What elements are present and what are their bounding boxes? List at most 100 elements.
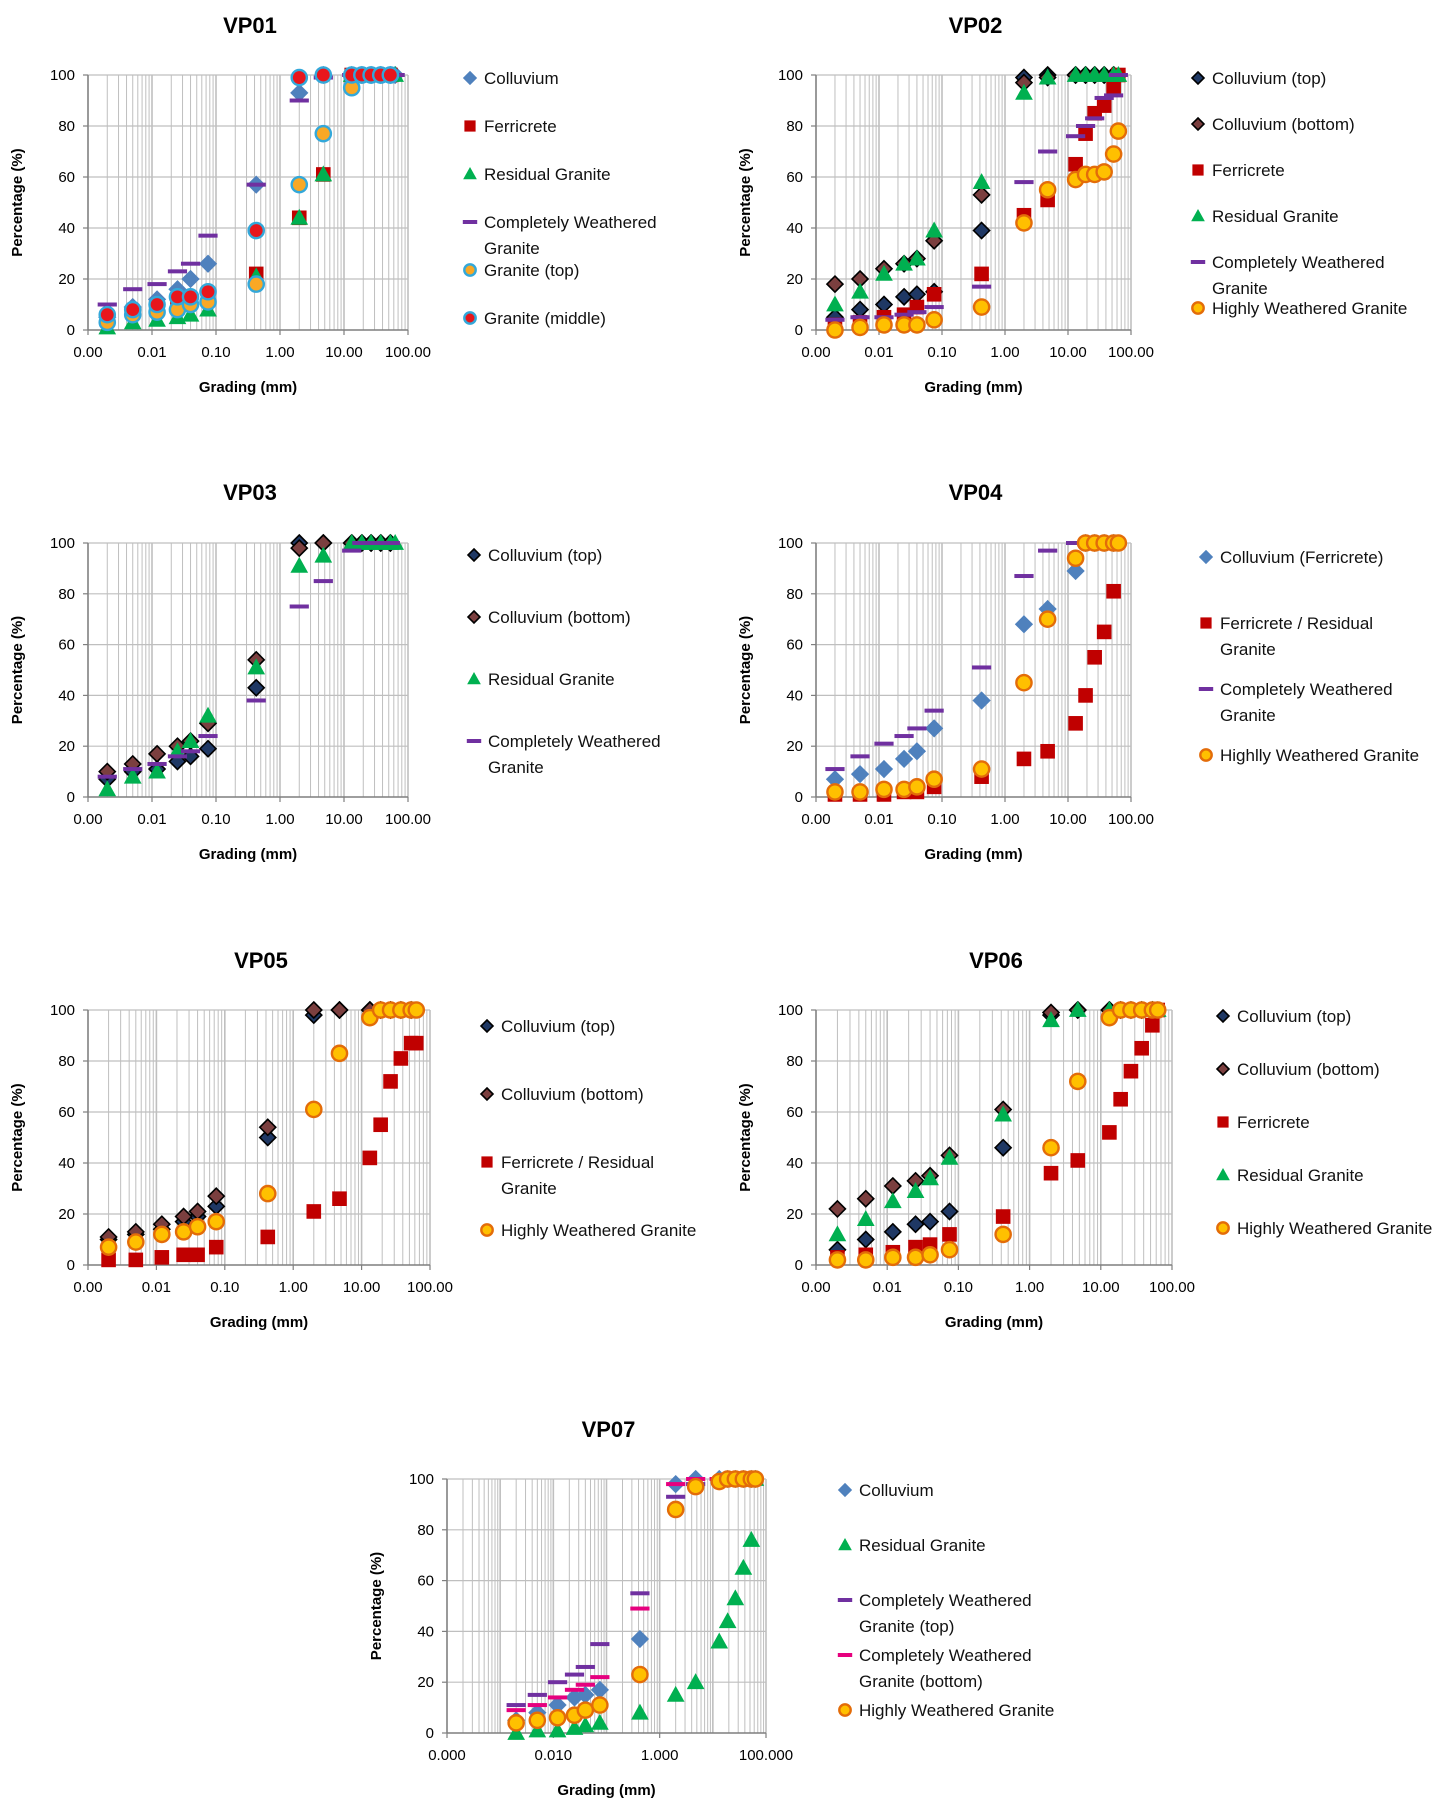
- data-point: [972, 221, 991, 240]
- data-point: [153, 1225, 171, 1244]
- data-point: [393, 1051, 409, 1066]
- legend-label: Colluvium (top): [501, 1017, 615, 1036]
- series-residual-granite: [507, 1469, 765, 1740]
- data-point: [361, 541, 381, 545]
- data-point: [1148, 1001, 1167, 1019]
- series-colluvium: [507, 1469, 765, 1730]
- legend-marker: [1190, 70, 1206, 86]
- data-point: [1043, 1165, 1059, 1181]
- x-tick-label: 100.00: [385, 811, 431, 828]
- legend: Colluvium (Ferricrete) Ferricrete / Resid…: [1198, 548, 1419, 765]
- x-tick-label: 0.10: [201, 344, 230, 361]
- legend-label: Granite (top): [484, 261, 579, 280]
- y-axis-label: Percentage (%): [9, 616, 26, 724]
- series-highly-weathered-granite: [826, 122, 1128, 339]
- legend-marker: [479, 1086, 495, 1102]
- gridlines: [815, 1009, 1173, 1265]
- data-point: [1102, 1125, 1117, 1140]
- y-tick-label: 0: [426, 1725, 434, 1742]
- data-point: [371, 541, 391, 545]
- legend-marker: [1216, 1167, 1230, 1181]
- data-point: [99, 1238, 118, 1256]
- legend-marker: [463, 263, 477, 277]
- data-point: [314, 66, 333, 84]
- data-point: [199, 282, 217, 301]
- data-point: [1087, 650, 1102, 665]
- data-point: [994, 1225, 1012, 1244]
- data-point: [631, 1665, 649, 1684]
- legend: Colluvium Residual Granite Completely Weat…: [837, 1481, 1054, 1720]
- data-point: [1068, 1072, 1087, 1091]
- legend: Colluvium Ferricrete Residual Granite Compl…: [462, 69, 657, 328]
- legend-marker: [1216, 1221, 1230, 1235]
- data-point: [290, 68, 309, 87]
- legend-marker: [467, 671, 481, 685]
- data-point: [247, 221, 266, 240]
- legend-marker: [466, 609, 482, 625]
- gridlines: [446, 1478, 767, 1733]
- legend-label: Colluvium: [484, 69, 559, 88]
- data-point: [198, 233, 218, 238]
- data-point: [972, 691, 991, 710]
- data-point: [894, 734, 914, 739]
- data-point: [575, 1664, 595, 1669]
- legend-label: Colluvium (bottom): [501, 1085, 644, 1104]
- gridlines: [87, 74, 409, 330]
- y-tick-label: 80: [417, 1522, 434, 1539]
- data-point: [332, 1191, 347, 1207]
- y-tick-label: 100: [50, 535, 75, 552]
- data-point: [828, 1199, 847, 1219]
- data-point: [258, 1118, 277, 1137]
- data-point: [851, 282, 869, 299]
- data-point: [1096, 98, 1112, 113]
- legend-label: Highlly Weathered Granite: [1220, 746, 1419, 765]
- data-point: [974, 266, 989, 282]
- data-point: [971, 665, 992, 670]
- data-point: [127, 1233, 145, 1251]
- data-point: [940, 1240, 959, 1259]
- data-point: [825, 274, 845, 294]
- data-point: [97, 302, 117, 307]
- legend-label: Colluvium (top): [1212, 69, 1326, 88]
- data-point: [123, 767, 142, 784]
- data-point: [576, 1716, 595, 1733]
- x-tick-label: 0.10: [927, 811, 956, 828]
- x-tick-label: 0.01: [864, 344, 893, 361]
- y-tick-label: 100: [409, 1471, 434, 1488]
- series-colluvium-bottom: [98, 533, 400, 781]
- data-point: [590, 1642, 610, 1647]
- legend-marker: [466, 547, 482, 563]
- y-axis-label: Percentage (%): [9, 148, 26, 256]
- data-point: [908, 778, 926, 796]
- y-tick-label: 20: [58, 1206, 75, 1223]
- y-tick-label: 60: [786, 169, 803, 186]
- x-tick-label: 0.010: [535, 1747, 573, 1764]
- chart-title: VP05: [234, 948, 288, 973]
- data-point: [528, 1721, 547, 1738]
- series-highly-weathered-granite: [99, 1001, 426, 1256]
- data-point: [856, 1251, 875, 1269]
- data-point: [123, 300, 142, 319]
- legend-marker: [480, 1223, 494, 1237]
- x-tick-label: 0.00: [801, 1279, 830, 1296]
- data-point: [564, 1672, 585, 1677]
- legend-label: Colluvium (bottom): [1212, 115, 1355, 134]
- data-point: [850, 765, 870, 784]
- y-tick-label: 0: [795, 789, 803, 806]
- legend-label: Residual Granite: [859, 1536, 986, 1555]
- legend-label: Colluvium (bottom): [488, 608, 631, 627]
- data-point: [528, 1711, 547, 1730]
- legend-marker: [463, 166, 477, 180]
- legend-label: Residual Granite: [1212, 207, 1339, 226]
- data-point: [507, 1723, 526, 1740]
- x-tick-label: 1.00: [990, 811, 1019, 828]
- data-point: [98, 305, 117, 324]
- data-point: [1014, 574, 1034, 579]
- data-point: [128, 1252, 144, 1268]
- y-tick-label: 60: [786, 637, 803, 654]
- data-point: [247, 658, 266, 675]
- data-point: [856, 1210, 875, 1226]
- legend: Colluvium (top) Colluvium (bottom) Ferricr…: [479, 1017, 696, 1240]
- legend-marker: [838, 1703, 852, 1717]
- legend-marker: [1191, 208, 1205, 222]
